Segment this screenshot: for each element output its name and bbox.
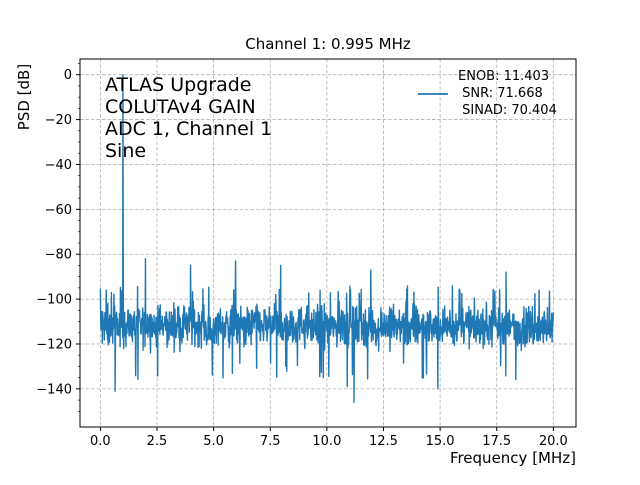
x-axis-label: Frequency [MHz] xyxy=(450,449,576,467)
y-tick-label: −40 xyxy=(45,158,72,173)
y-tick-label: 0 xyxy=(64,68,72,83)
x-tick-label: 20.0 xyxy=(539,434,568,449)
x-tick-label: 0.0 xyxy=(90,434,111,449)
y-tick-label: −120 xyxy=(36,337,72,352)
y-tick-label: −20 xyxy=(45,113,72,128)
x-tick-label: 2.5 xyxy=(147,434,168,449)
x-tick-label: 5.0 xyxy=(203,434,224,449)
x-tick-label: 7.5 xyxy=(260,434,281,449)
annotation-line: ADC 1, Channel 1 xyxy=(105,118,272,140)
legend-sinad: SINAD: 70.404 xyxy=(458,103,557,118)
legend: ENOB: 11.403 SNR: 71.668 SINAD: 70.404 xyxy=(418,69,557,118)
annotation-line: ATLAS Upgrade xyxy=(105,74,251,96)
legend-snr: SNR: 71.668 xyxy=(458,86,543,101)
chart-title: Channel 1: 0.995 MHz xyxy=(245,35,411,53)
chart-annotation: ATLAS Upgrade COLUTAv4 GAIN ADC 1, Chann… xyxy=(105,74,272,162)
x-tick-label: 10.0 xyxy=(312,434,341,449)
y-tick-label: −80 xyxy=(45,248,72,263)
x-tick-label: 17.5 xyxy=(482,434,511,449)
x-tick-label: 12.5 xyxy=(369,434,398,449)
y-tick-label: −140 xyxy=(36,382,72,397)
x-tick-label: 15.0 xyxy=(426,434,455,449)
y-tick-label: −60 xyxy=(45,203,72,218)
ticks: 0.0 2.5 5.0 7.5 10.0 12.5 15.0 17.5 20.0 0 −20 −40 −… xyxy=(36,63,568,449)
legend-enob: ENOB: 11.403 xyxy=(458,69,549,84)
annotation-line: Sine xyxy=(105,140,146,162)
series-group xyxy=(99,74,555,404)
y-tick-label: −100 xyxy=(36,293,72,308)
psd-series-line xyxy=(99,74,555,404)
y-axis-label: PSD [dB] xyxy=(15,64,33,130)
annotation-line: COLUTAv4 GAIN xyxy=(105,96,256,118)
